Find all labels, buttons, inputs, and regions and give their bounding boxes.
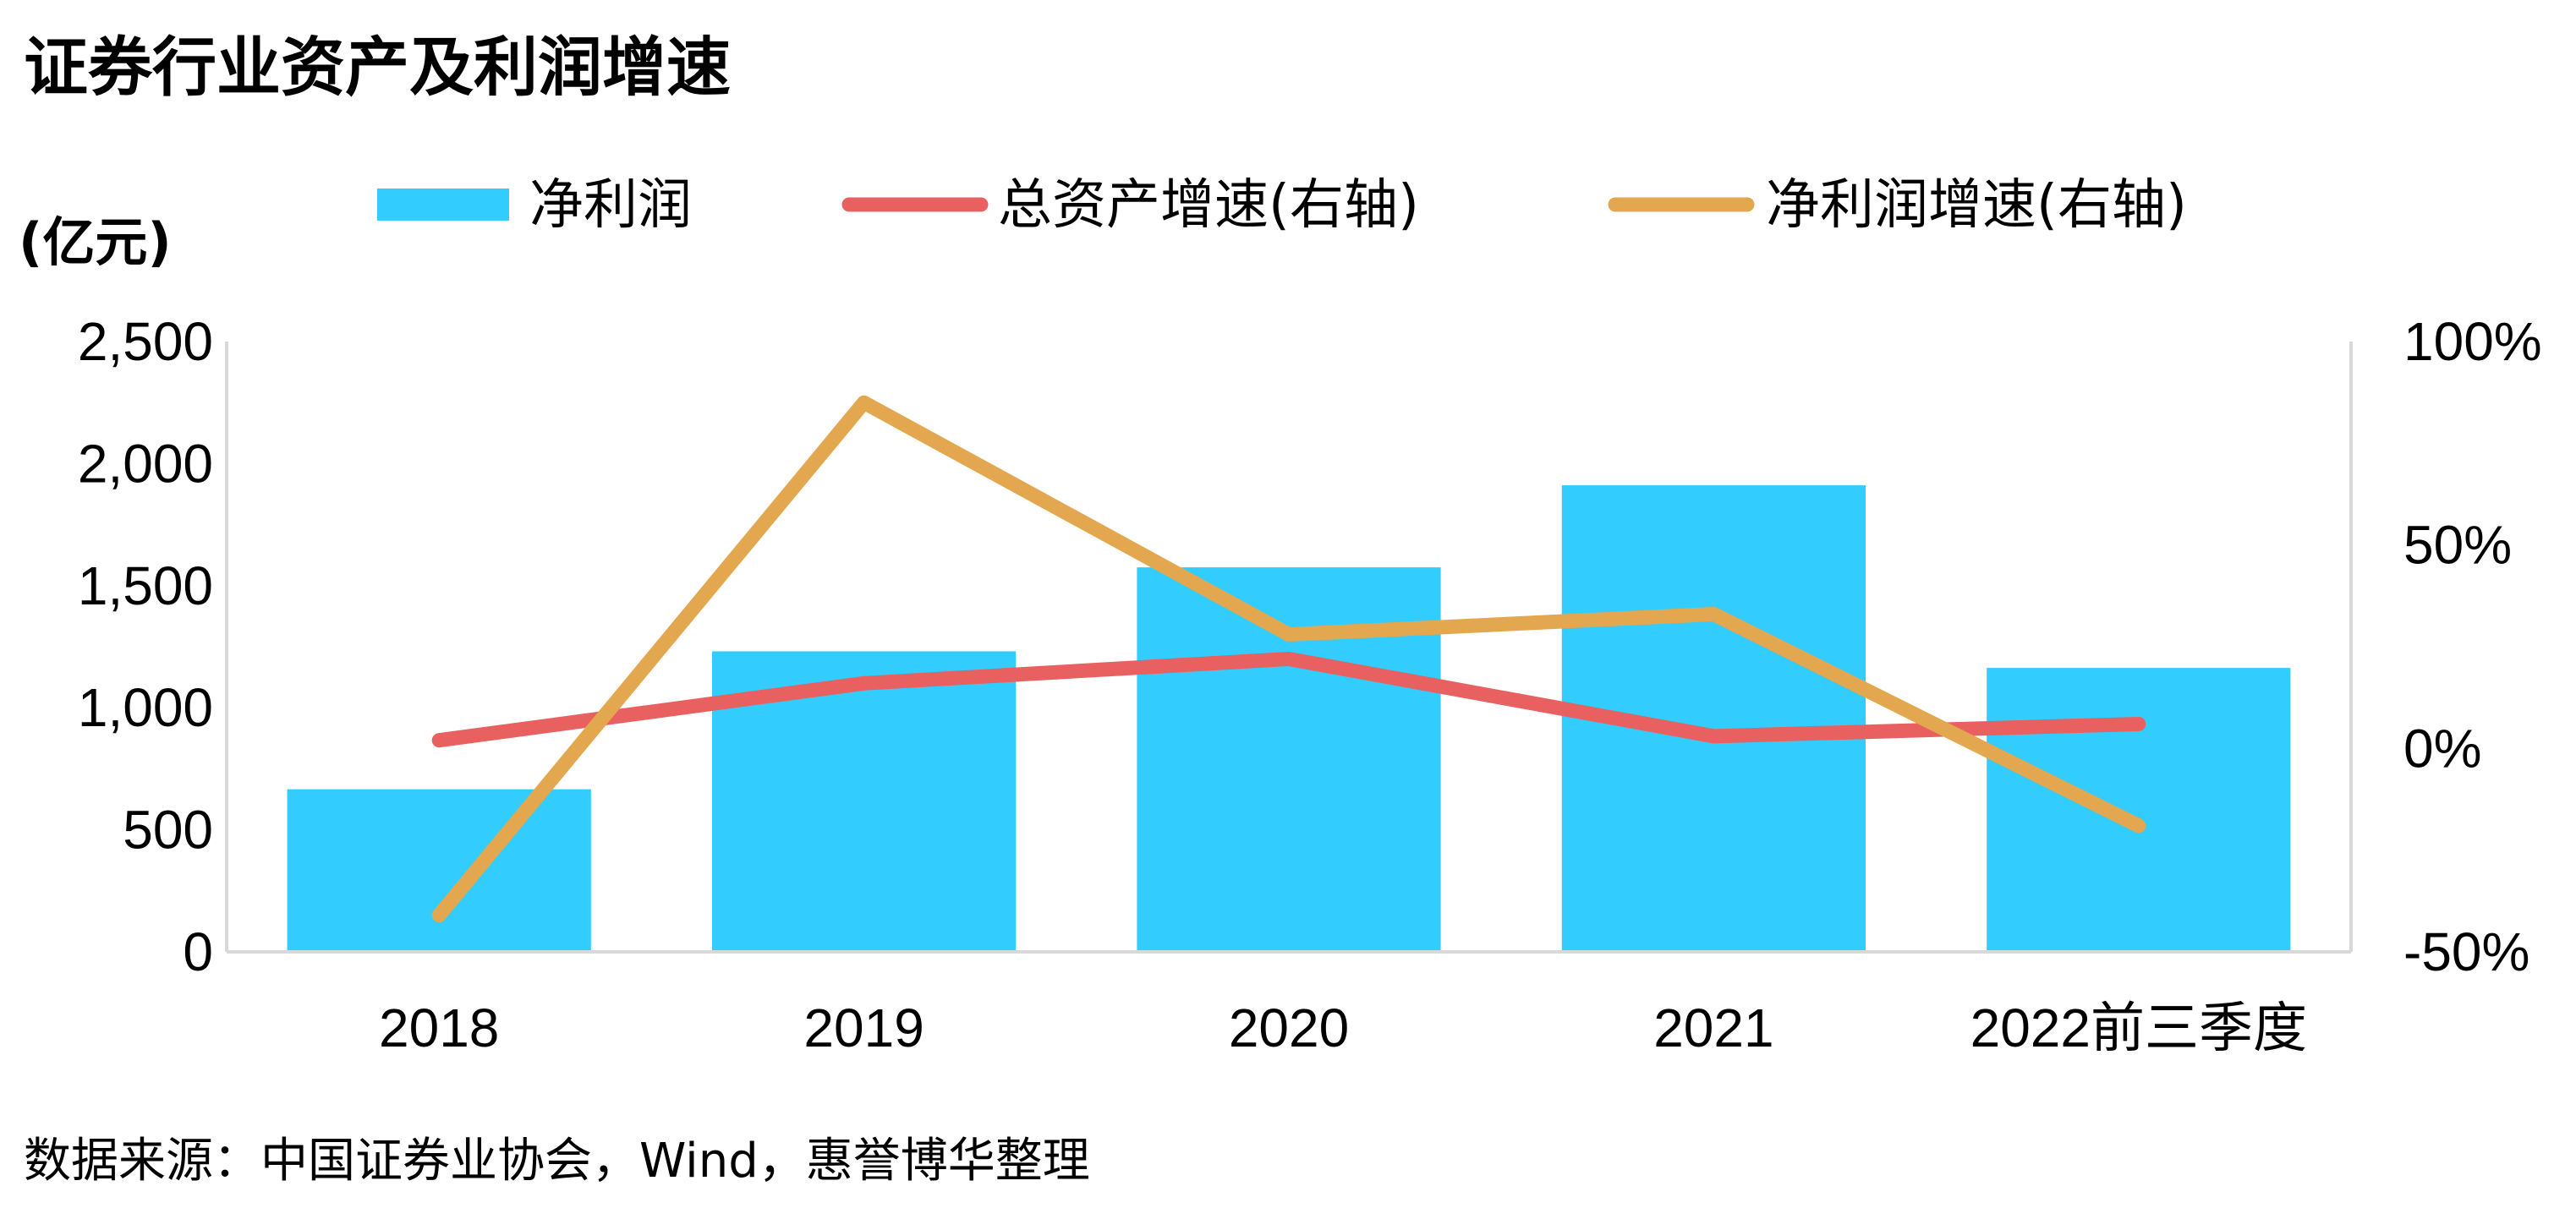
line-point-2-2020 (1288, 633, 1290, 636)
y-left-tick-label: 2,500 (78, 311, 213, 372)
x-tick-label: 2019 (803, 998, 924, 1058)
x-tick-label: 2020 (1229, 998, 1349, 1058)
series-lines (431, 395, 2146, 923)
legend-swatch-bar (377, 189, 509, 221)
legend-label: 总资产增速(右轴) (998, 174, 1419, 237)
line-point-1-2021 (1713, 735, 1715, 737)
legend-label: 净利润 (529, 174, 692, 237)
y-left-tick-label: 0 (183, 921, 213, 982)
x-ticks: 2018 2019 2020 2021 2022前三季度 (379, 998, 2307, 1058)
y-right-ticks: -50% 0% 50% 100% (2403, 311, 2542, 982)
bar-2018 (287, 789, 591, 952)
y-left-tick-label: 1,000 (78, 677, 213, 738)
y-right-tick-label: 0% (2403, 718, 2482, 779)
plot-area (225, 342, 2353, 954)
y-right-tick-label: 100% (2403, 311, 2542, 372)
legend: 净利润 总资产增速(右轴) 净利润增速(右轴) (377, 174, 2187, 237)
line-point-1-2022前三季度 (2137, 723, 2140, 725)
x-tick-label: 2018 (379, 998, 499, 1058)
x-tick-label: 2021 (1653, 998, 1773, 1058)
line-point-1-2018 (438, 739, 441, 741)
chart-title: 证券行业资产及利润增速 (24, 30, 731, 105)
line-point-2-2021 (1713, 613, 1715, 615)
line-point-2-2018 (438, 914, 441, 916)
y-left-tick-label: 1,500 (78, 555, 213, 616)
line-point-2-2019 (863, 402, 865, 404)
y-left-tick-label: 2,000 (78, 433, 213, 494)
line-point-2-2022前三季度 (2137, 824, 2140, 827)
legend-label: 净利润增速(右轴) (1766, 174, 2187, 237)
line-point-1-2019 (863, 682, 865, 685)
source-note: 数据来源：中国证券业协会，Wind，惠誉博华整理 (24, 1134, 1090, 1189)
y-right-tick-label: -50% (2403, 921, 2529, 982)
y-left-tick-label: 500 (123, 800, 213, 861)
y-left-unit-label: (亿元) (19, 211, 172, 273)
line-point-1-2020 (1288, 658, 1290, 660)
y-left-ticks: 0 500 1,000 1,500 2,000 2,500 (78, 311, 213, 982)
y-right-tick-label: 50% (2403, 515, 2512, 576)
bar-2022前三季度 (1987, 668, 2291, 952)
x-tick-label: 2022前三季度 (1970, 998, 2307, 1058)
